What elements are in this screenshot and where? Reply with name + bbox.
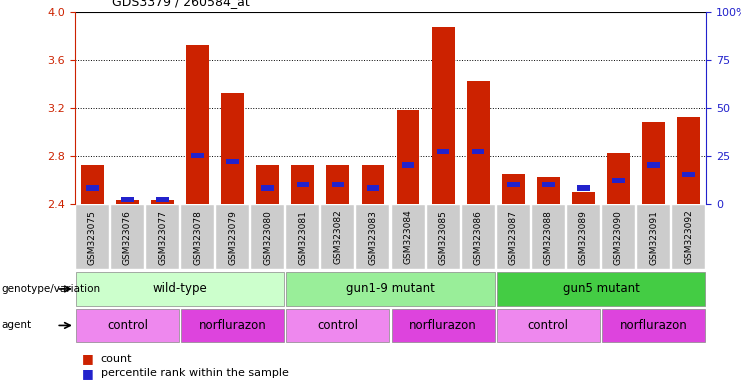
Bar	[181, 205, 214, 270]
Bar	[462, 205, 495, 270]
Bar	[496, 309, 600, 342]
Text: norflurazon: norflurazon	[199, 319, 267, 332]
Bar	[76, 205, 109, 270]
Text: GSM323078: GSM323078	[193, 210, 202, 265]
Bar	[396, 110, 419, 204]
Bar	[296, 182, 309, 187]
Text: GSM323086: GSM323086	[473, 210, 482, 265]
Text: control: control	[107, 319, 148, 332]
Bar	[111, 205, 144, 270]
Bar	[467, 81, 490, 204]
Bar	[251, 205, 285, 270]
Text: percentile rank within the sample: percentile rank within the sample	[101, 368, 289, 378]
Bar	[86, 185, 99, 191]
Bar	[116, 200, 139, 204]
Text: GSM323092: GSM323092	[684, 210, 693, 265]
Text: GSM323077: GSM323077	[158, 210, 167, 265]
Bar	[156, 197, 169, 202]
Bar	[81, 165, 104, 204]
Text: GSM323076: GSM323076	[123, 210, 132, 265]
Bar	[532, 205, 565, 270]
Text: count: count	[101, 354, 133, 364]
Bar	[227, 159, 239, 164]
Bar	[362, 165, 385, 204]
Bar	[432, 27, 454, 204]
Bar	[327, 165, 349, 204]
Text: control: control	[317, 319, 359, 332]
Text: norflurazon: norflurazon	[619, 319, 688, 332]
Bar	[567, 205, 600, 270]
Bar	[496, 205, 530, 270]
Bar	[402, 162, 414, 168]
Text: GSM323081: GSM323081	[299, 210, 308, 265]
Text: control: control	[528, 319, 569, 332]
Bar	[572, 192, 595, 204]
Bar	[191, 153, 204, 158]
Bar	[181, 309, 285, 342]
Bar	[262, 185, 274, 191]
Bar	[612, 178, 625, 183]
Text: gun1-9 mutant: gun1-9 mutant	[346, 283, 435, 295]
Text: norflurazon: norflurazon	[409, 319, 477, 332]
Bar	[607, 153, 630, 204]
Bar	[637, 205, 670, 270]
Text: agent: agent	[1, 320, 32, 331]
Bar	[367, 185, 379, 191]
Text: GSM323087: GSM323087	[509, 210, 518, 265]
Bar	[602, 205, 635, 270]
Text: GSM323079: GSM323079	[228, 210, 237, 265]
Bar	[507, 182, 519, 187]
Bar	[437, 149, 449, 154]
Text: genotype/variation: genotype/variation	[1, 284, 101, 294]
Text: GSM323090: GSM323090	[614, 210, 623, 265]
Text: GSM323084: GSM323084	[404, 210, 413, 265]
Text: GSM323085: GSM323085	[439, 210, 448, 265]
Bar	[672, 205, 705, 270]
Bar	[332, 182, 344, 187]
Text: GDS3379 / 260584_at: GDS3379 / 260584_at	[112, 0, 250, 8]
Bar	[677, 117, 700, 204]
Bar	[286, 309, 390, 342]
Bar	[356, 205, 390, 270]
Text: GSM323083: GSM323083	[368, 210, 377, 265]
Text: GSM323082: GSM323082	[333, 210, 342, 265]
Bar	[391, 205, 425, 270]
Bar	[496, 272, 705, 306]
Bar	[642, 122, 665, 204]
Bar	[186, 45, 209, 204]
Bar	[216, 205, 249, 270]
Bar	[427, 205, 459, 270]
Bar	[391, 309, 495, 342]
Bar	[602, 309, 705, 342]
Bar	[577, 185, 590, 191]
Bar	[286, 205, 319, 270]
Bar	[542, 182, 554, 187]
Text: GSM323080: GSM323080	[263, 210, 272, 265]
Bar	[291, 165, 314, 204]
Text: gun5 mutant: gun5 mutant	[562, 283, 639, 295]
Text: GSM323091: GSM323091	[649, 210, 658, 265]
Text: wild-type: wild-type	[153, 283, 207, 295]
Bar	[502, 174, 525, 204]
Bar	[146, 205, 179, 270]
Text: GSM323089: GSM323089	[579, 210, 588, 265]
Bar	[648, 162, 659, 168]
Text: GSM323075: GSM323075	[88, 210, 97, 265]
Bar	[286, 272, 495, 306]
Bar	[76, 272, 285, 306]
Text: ■: ■	[82, 353, 94, 366]
Bar	[472, 149, 485, 154]
Bar	[682, 172, 695, 177]
Bar	[222, 93, 244, 204]
Text: GSM323088: GSM323088	[544, 210, 553, 265]
Bar	[537, 177, 559, 204]
Bar	[76, 309, 179, 342]
Bar	[122, 197, 133, 202]
Bar	[322, 205, 354, 270]
Bar	[256, 165, 279, 204]
Text: ■: ■	[82, 367, 94, 380]
Bar	[151, 200, 174, 204]
